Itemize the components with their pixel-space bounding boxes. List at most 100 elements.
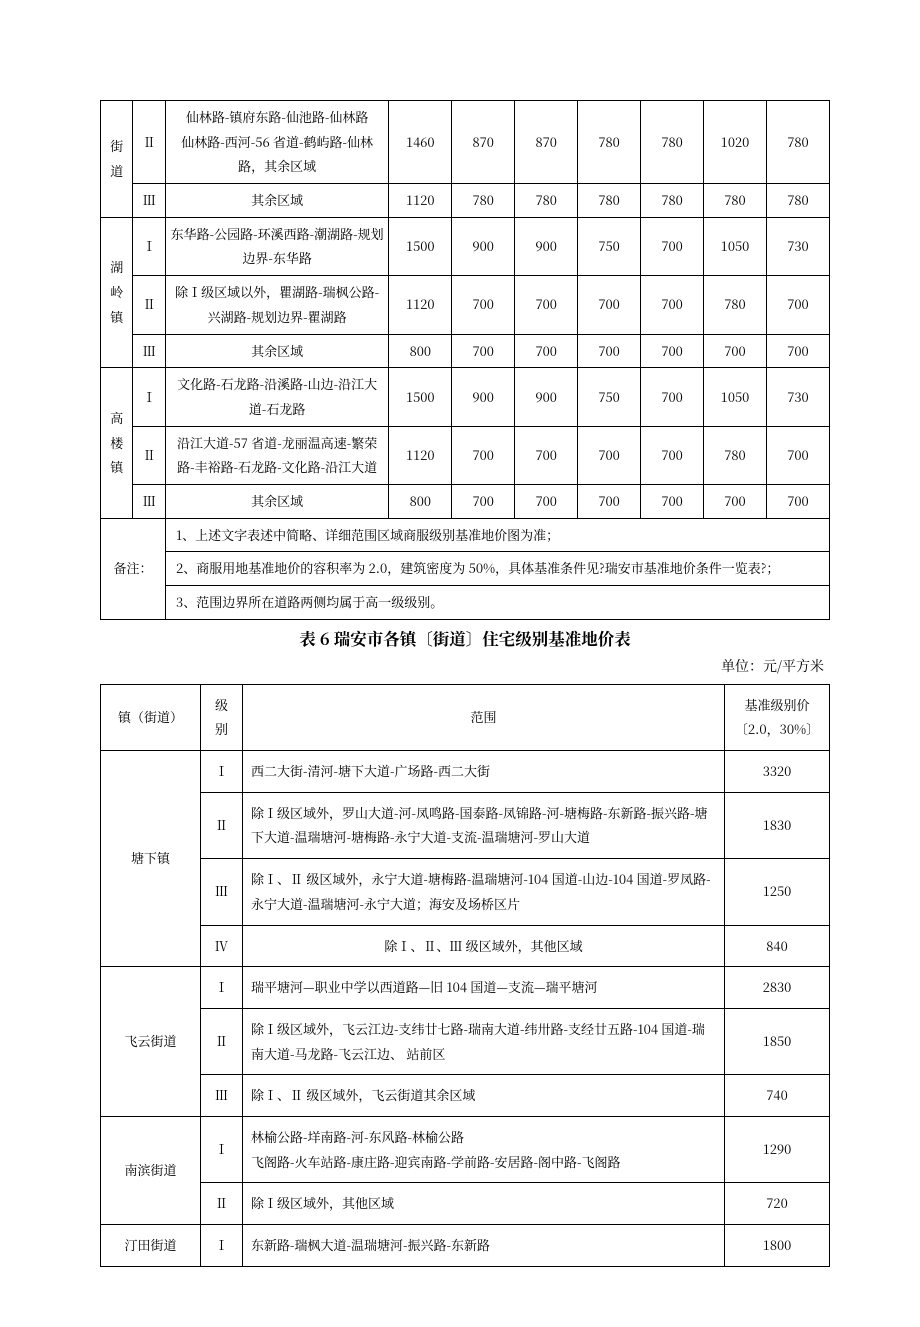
town-name: 南滨街道 bbox=[101, 1116, 201, 1224]
residential-land-price-table: 镇（街道） 级别 范围 基准级别价〔2.0，30%〕 塘下镇Ⅰ西二大街-清河-塘… bbox=[100, 684, 830, 1267]
range-cell: 林榆公路-垟南路-河-东风路-林榆公路飞阁路-火车站路-康庄路-迎宾南路-学前路… bbox=[243, 1116, 725, 1182]
table-row: 高楼镇Ⅰ文化路-石龙路-沿溪路-山边-沿江大道-石龙路1500900900750… bbox=[101, 368, 830, 426]
value-cell: 1500 bbox=[389, 368, 452, 426]
value-cell: 700 bbox=[515, 334, 578, 368]
value-cell: 700 bbox=[578, 484, 641, 518]
note-text: 2、商服用地基准地价的容积率为 2.0，建筑密度为 50%，具体基准条件见?瑞安… bbox=[165, 552, 829, 586]
level-cell: Ⅰ bbox=[201, 751, 243, 793]
value-cell: 870 bbox=[452, 101, 515, 184]
value-cell: 800 bbox=[389, 484, 452, 518]
note-row: 2、商服用地基准地价的容积率为 2.0，建筑密度为 50%，具体基准条件见?瑞安… bbox=[101, 552, 830, 586]
value-cell: 730 bbox=[766, 368, 829, 426]
value-cell: 700 bbox=[452, 334, 515, 368]
section-title: 表 6 瑞安市各镇〔街道〕住宅级别基准地价表 bbox=[100, 626, 830, 650]
level-cell: Ⅰ bbox=[201, 1116, 243, 1182]
value-cell: 900 bbox=[452, 217, 515, 275]
level-cell: Ⅲ bbox=[201, 1075, 243, 1117]
value-cell: 700 bbox=[578, 276, 641, 334]
price-cell: 720 bbox=[725, 1183, 830, 1225]
note-text: 3、范围边界所在道路两侧均属于高一级级别。 bbox=[165, 586, 829, 620]
value-cell: 700 bbox=[578, 426, 641, 484]
table-row: Ⅲ其余区域800700700700700700700 bbox=[101, 484, 830, 518]
town-name: 汀田街道 bbox=[101, 1225, 201, 1267]
price-cell: 1290 bbox=[725, 1116, 830, 1182]
notes-label: 备注： bbox=[101, 518, 166, 619]
price-cell: 1250 bbox=[725, 859, 830, 925]
value-cell: 700 bbox=[641, 217, 704, 275]
range-cell: 瑞平塘河—职业中学以西道路—旧 104 国道—支流—瑞平塘河 bbox=[243, 967, 725, 1009]
value-cell: 780 bbox=[452, 184, 515, 218]
range-cell: 西二大街-清河-塘下大道-广场路-西二大街 bbox=[243, 751, 725, 793]
value-cell: 700 bbox=[704, 334, 767, 368]
town-name: 飞云街道 bbox=[101, 967, 201, 1117]
value-cell: 700 bbox=[766, 334, 829, 368]
value-cell: 750 bbox=[578, 217, 641, 275]
unit-label: 单位：元/平方米 bbox=[100, 656, 824, 676]
value-cell: 700 bbox=[452, 484, 515, 518]
value-cell: 700 bbox=[766, 426, 829, 484]
range-cell: 其余区域 bbox=[165, 334, 388, 368]
range-cell: 仙林路-镇府东路-仙池路-仙林路仙林路-西河-56 省道-鹤屿路-仙林路，其余区… bbox=[165, 101, 388, 184]
price-cell: 1850 bbox=[725, 1008, 830, 1074]
level-cell: Ⅲ bbox=[133, 334, 165, 368]
zone-name: 高楼镇 bbox=[101, 368, 133, 518]
value-cell: 1050 bbox=[704, 368, 767, 426]
value-cell: 700 bbox=[641, 426, 704, 484]
level-cell: Ⅱ bbox=[133, 276, 165, 334]
level-cell: Ⅲ bbox=[201, 859, 243, 925]
value-cell: 780 bbox=[515, 184, 578, 218]
col-range: 范围 bbox=[243, 684, 725, 750]
table-header-row: 镇（街道） 级别 范围 基准级别价〔2.0，30%〕 bbox=[101, 684, 830, 750]
table-row: 飞云街道Ⅰ瑞平塘河—职业中学以西道路—旧 104 国道—支流—瑞平塘河2830 bbox=[101, 967, 830, 1009]
value-cell: 700 bbox=[641, 368, 704, 426]
level-cell: Ⅰ bbox=[133, 217, 165, 275]
level-cell: Ⅱ bbox=[201, 1008, 243, 1074]
range-cell: 文化路-石龙路-沿溪路-山边-沿江大道-石龙路 bbox=[165, 368, 388, 426]
value-cell: 700 bbox=[704, 484, 767, 518]
value-cell: 900 bbox=[515, 217, 578, 275]
table-row: 街道Ⅱ仙林路-镇府东路-仙池路-仙林路仙林路-西河-56 省道-鹤屿路-仙林路，… bbox=[101, 101, 830, 184]
value-cell: 1460 bbox=[389, 101, 452, 184]
value-cell: 780 bbox=[641, 184, 704, 218]
value-cell: 1050 bbox=[704, 217, 767, 275]
value-cell: 700 bbox=[452, 276, 515, 334]
value-cell: 700 bbox=[578, 334, 641, 368]
range-cell: 其余区域 bbox=[165, 484, 388, 518]
level-cell: Ⅱ bbox=[201, 1183, 243, 1225]
level-cell: Ⅳ bbox=[201, 925, 243, 967]
range-cell: 除Ⅰ、Ⅱ、Ⅲ 级区域外，其他区域 bbox=[243, 925, 725, 967]
value-cell: 730 bbox=[766, 217, 829, 275]
town-name: 塘下镇 bbox=[101, 751, 201, 967]
table-row: 塘下镇Ⅰ西二大街-清河-塘下大道-广场路-西二大街3320 bbox=[101, 751, 830, 793]
table-row: 汀田街道Ⅰ东新路-瑞枫大道-温瑞塘河-振兴路-东新路1800 bbox=[101, 1225, 830, 1267]
level-cell: Ⅲ bbox=[133, 184, 165, 218]
value-cell: 700 bbox=[766, 276, 829, 334]
table-row: Ⅱ除Ⅰ级区域以外，瞿湖路-瑞枫公路-兴湖路-规划边界-瞿湖路1120700700… bbox=[101, 276, 830, 334]
value-cell: 780 bbox=[704, 184, 767, 218]
table-row: Ⅲ其余区域1120780780780780780780 bbox=[101, 184, 830, 218]
level-cell: Ⅱ bbox=[133, 101, 165, 184]
range-cell: 除Ⅰ级区域外，飞云江边-支纬廿七路-瑞南大道-纬卅路-支经廿五路-104 国道-… bbox=[243, 1008, 725, 1074]
price-cell: 1800 bbox=[725, 1225, 830, 1267]
price-cell: 840 bbox=[725, 925, 830, 967]
note-row: 3、范围边界所在道路两侧均属于高一级级别。 bbox=[101, 586, 830, 620]
level-cell: Ⅱ bbox=[133, 426, 165, 484]
col-town: 镇（街道） bbox=[101, 684, 201, 750]
value-cell: 700 bbox=[452, 426, 515, 484]
value-cell: 700 bbox=[641, 334, 704, 368]
level-cell: Ⅱ bbox=[201, 792, 243, 858]
range-cell: 其余区域 bbox=[165, 184, 388, 218]
price-cell: 3320 bbox=[725, 751, 830, 793]
value-cell: 780 bbox=[578, 101, 641, 184]
range-cell: 除Ⅰ级区域外，其他区域 bbox=[243, 1183, 725, 1225]
value-cell: 900 bbox=[452, 368, 515, 426]
table-row: 湖岭镇Ⅰ东华路-公园路-环溪西路-潮湖路-规划边界-东华路15009009007… bbox=[101, 217, 830, 275]
value-cell: 700 bbox=[641, 276, 704, 334]
table-row: Ⅱ沿江大道-57 省道-龙丽温高速-繁荣路-丰裕路-石龙路-文化路-沿江大道11… bbox=[101, 426, 830, 484]
table-row: Ⅲ除Ⅰ、Ⅱ 级区域外，飞云街道其余区域740 bbox=[101, 1075, 830, 1117]
range-cell: 除Ⅰ、Ⅱ 级区域外，永宁大道-塘梅路-温瑞塘河-104 国道-山边-104 国道… bbox=[243, 859, 725, 925]
table-row: Ⅱ除Ⅰ级区域外，其他区域720 bbox=[101, 1183, 830, 1225]
value-cell: 1120 bbox=[389, 426, 452, 484]
range-cell: 东新路-瑞枫大道-温瑞塘河-振兴路-东新路 bbox=[243, 1225, 725, 1267]
table-row: Ⅱ除Ⅰ级区域外，罗山大道-河-凤鸣路-国泰路-凤锦路-河-塘梅路-东新路-振兴路… bbox=[101, 792, 830, 858]
